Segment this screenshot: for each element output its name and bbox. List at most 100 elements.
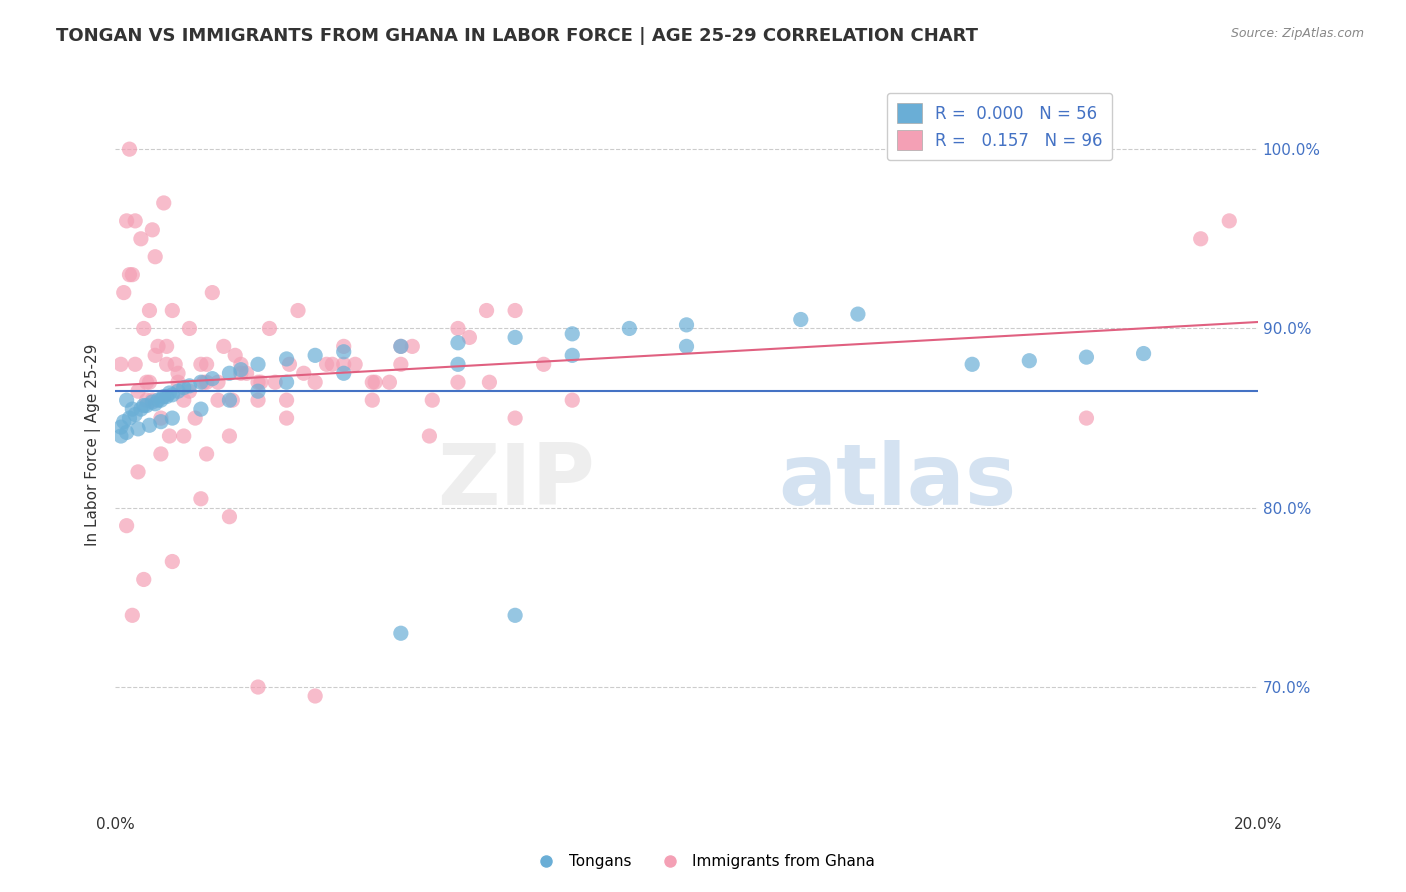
Point bbox=[401, 339, 423, 353]
Point bbox=[229, 362, 252, 376]
Point bbox=[478, 376, 501, 390]
Point bbox=[259, 321, 281, 335]
Point bbox=[389, 339, 412, 353]
Point bbox=[110, 420, 132, 434]
Point bbox=[332, 339, 354, 353]
Point bbox=[141, 223, 163, 237]
Point bbox=[1076, 350, 1098, 364]
Point bbox=[361, 393, 384, 408]
Point bbox=[561, 393, 583, 408]
Point bbox=[503, 411, 526, 425]
Point bbox=[344, 357, 367, 371]
Point bbox=[135, 399, 157, 413]
Point bbox=[321, 357, 343, 371]
Point bbox=[790, 312, 813, 326]
Point bbox=[475, 303, 498, 318]
Point bbox=[173, 393, 195, 408]
Point bbox=[190, 357, 212, 371]
Point bbox=[287, 303, 309, 318]
Point bbox=[190, 402, 212, 417]
Point bbox=[212, 339, 235, 353]
Point bbox=[141, 395, 163, 409]
Point bbox=[132, 399, 155, 413]
Point bbox=[378, 376, 401, 390]
Point bbox=[135, 376, 157, 390]
Legend: R =  0.000   N = 56, R =   0.157   N = 96: R = 0.000 N = 56, R = 0.157 N = 96 bbox=[887, 93, 1112, 161]
Legend: Tongans, Immigrants from Ghana: Tongans, Immigrants from Ghana bbox=[524, 848, 882, 875]
Point bbox=[124, 214, 146, 228]
Point bbox=[207, 376, 229, 390]
Point bbox=[447, 321, 470, 335]
Point bbox=[846, 307, 869, 321]
Point bbox=[167, 376, 190, 390]
Point bbox=[264, 376, 287, 390]
Point bbox=[247, 357, 270, 371]
Point bbox=[201, 371, 224, 385]
Point bbox=[112, 415, 135, 429]
Point bbox=[115, 425, 138, 440]
Point bbox=[179, 384, 201, 399]
Point bbox=[503, 303, 526, 318]
Text: TONGAN VS IMMIGRANTS FROM GHANA IN LABOR FORCE | AGE 25-29 CORRELATION CHART: TONGAN VS IMMIGRANTS FROM GHANA IN LABOR… bbox=[56, 27, 979, 45]
Point bbox=[127, 422, 149, 436]
Point bbox=[304, 689, 326, 703]
Point bbox=[152, 390, 174, 404]
Point bbox=[218, 509, 240, 524]
Point bbox=[132, 321, 155, 335]
Point bbox=[218, 393, 240, 408]
Point bbox=[361, 376, 384, 390]
Point bbox=[173, 381, 195, 395]
Point bbox=[195, 376, 218, 390]
Point bbox=[149, 415, 172, 429]
Point bbox=[1132, 346, 1154, 360]
Point bbox=[110, 429, 132, 443]
Point bbox=[364, 376, 387, 390]
Point bbox=[218, 366, 240, 380]
Point bbox=[224, 348, 246, 362]
Point bbox=[533, 357, 555, 371]
Point bbox=[162, 388, 184, 402]
Point bbox=[138, 376, 160, 390]
Point bbox=[503, 330, 526, 344]
Point bbox=[121, 402, 143, 417]
Point bbox=[141, 393, 163, 408]
Point bbox=[159, 429, 181, 443]
Point bbox=[447, 335, 470, 350]
Point bbox=[332, 366, 354, 380]
Point bbox=[155, 390, 177, 404]
Point bbox=[115, 214, 138, 228]
Point bbox=[112, 285, 135, 300]
Point bbox=[229, 366, 252, 380]
Point bbox=[149, 447, 172, 461]
Point bbox=[149, 393, 172, 408]
Point bbox=[165, 357, 187, 371]
Point bbox=[162, 411, 184, 425]
Y-axis label: In Labor Force | Age 25-29: In Labor Force | Age 25-29 bbox=[86, 343, 101, 546]
Text: ZIP: ZIP bbox=[437, 441, 595, 524]
Point bbox=[143, 250, 166, 264]
Point bbox=[447, 357, 470, 371]
Point bbox=[159, 386, 181, 401]
Point bbox=[124, 408, 146, 422]
Point bbox=[418, 429, 440, 443]
Point bbox=[675, 339, 697, 353]
Point bbox=[110, 357, 132, 371]
Point bbox=[561, 348, 583, 362]
Point bbox=[304, 348, 326, 362]
Point bbox=[315, 357, 337, 371]
Point bbox=[193, 376, 215, 390]
Point bbox=[304, 376, 326, 390]
Point bbox=[179, 379, 201, 393]
Point bbox=[276, 351, 298, 366]
Point bbox=[503, 608, 526, 623]
Point bbox=[124, 357, 146, 371]
Point bbox=[389, 339, 412, 353]
Point bbox=[167, 366, 190, 380]
Point bbox=[152, 196, 174, 211]
Point bbox=[143, 348, 166, 362]
Point bbox=[195, 357, 218, 371]
Point bbox=[149, 411, 172, 425]
Point bbox=[229, 357, 252, 371]
Point bbox=[389, 626, 412, 640]
Point bbox=[619, 321, 641, 335]
